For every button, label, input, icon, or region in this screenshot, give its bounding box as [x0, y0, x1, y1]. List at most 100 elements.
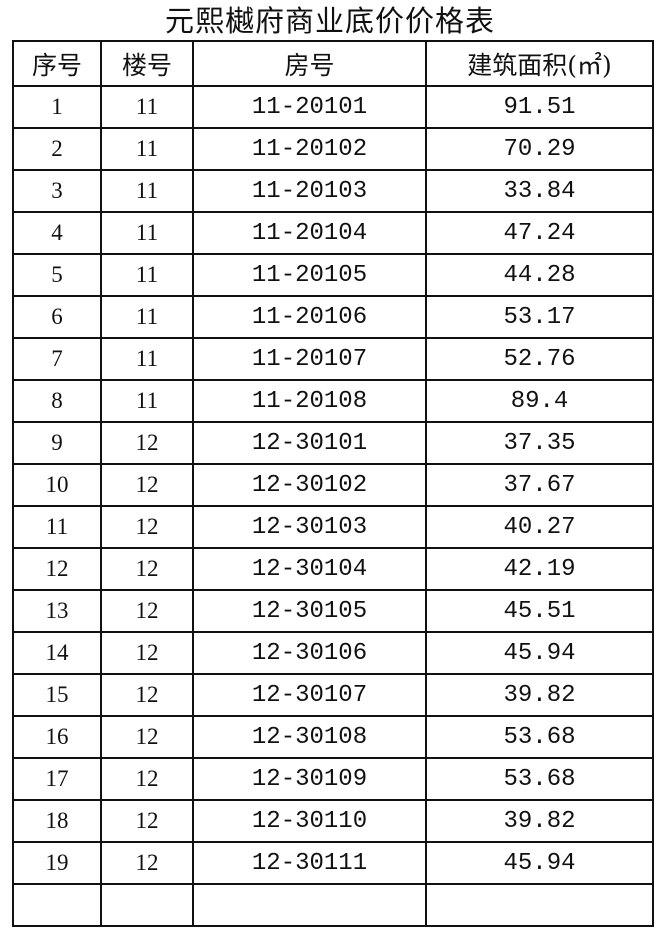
- cell-index: 4: [12, 211, 102, 255]
- cell-index: 6: [12, 295, 102, 339]
- table-row: 7 11 11-20107 52.76: [12, 337, 654, 381]
- table-row: 2 11 11-20102 70.29: [12, 127, 654, 171]
- cell-building: 11: [100, 169, 194, 213]
- cell-area: 91.51: [425, 85, 654, 129]
- header-building: 楼号: [100, 40, 194, 87]
- cell-room: 11-20104: [192, 211, 427, 255]
- cell-building: 11: [100, 337, 194, 381]
- header-area: 建筑面积(㎡): [425, 40, 654, 87]
- cell-area: 37.67: [425, 463, 654, 507]
- cell-index: 14: [12, 631, 102, 675]
- cell-area: 70.29: [425, 127, 654, 171]
- table-row: 14 12 12-30106 45.94: [12, 631, 654, 675]
- table-row: 3 11 11-20103 33.84: [12, 169, 654, 213]
- cell-area: 52.76: [425, 337, 654, 381]
- cell-index: 11: [12, 505, 102, 549]
- page-title: 元熙樾府商业底价价格表: [164, 4, 495, 38]
- cell-building: 11: [100, 379, 194, 423]
- cell-area: 44.28: [425, 253, 654, 297]
- cell-room: 12-30104: [192, 547, 427, 591]
- cell-building: 12: [100, 421, 194, 465]
- cell-index: 18: [12, 799, 102, 843]
- cell-room: 12-30111: [192, 841, 427, 885]
- table-row: 11 12 12-30103 40.27: [12, 505, 654, 549]
- cell-area: 39.82: [425, 673, 654, 717]
- cell-area: 45.94: [425, 841, 654, 885]
- cell-area: 33.84: [425, 169, 654, 213]
- cell-area: 45.51: [425, 589, 654, 633]
- cell-room: 12-30106: [192, 631, 427, 675]
- cell-building: 11: [100, 211, 194, 255]
- table-row: 4 11 11-20104 47.24: [12, 211, 654, 255]
- cell-index: 16: [12, 715, 102, 759]
- cell-index: 9: [12, 421, 102, 465]
- cell-index: 19: [12, 841, 102, 885]
- table-row: 17 12 12-30109 53.68: [12, 757, 654, 801]
- cell-area: 37.35: [425, 421, 654, 465]
- table-row: 15 12 12-30107 39.82: [12, 673, 654, 717]
- cell-area: 47.24: [425, 211, 654, 255]
- cell-index: 15: [12, 673, 102, 717]
- cell-building: 12: [100, 589, 194, 633]
- cell-index: 17: [12, 757, 102, 801]
- table-row: 9 12 12-30101 37.35: [12, 421, 654, 465]
- cell-index: 7: [12, 337, 102, 381]
- cell-room: 11-20105: [192, 253, 427, 297]
- cell-building: 12: [100, 841, 194, 885]
- empty-cell: [192, 883, 427, 927]
- empty-cell: [100, 883, 194, 927]
- cell-room: 11-20106: [192, 295, 427, 339]
- cell-building: 11: [100, 253, 194, 297]
- table-row: 16 12 12-30108 53.68: [12, 715, 654, 759]
- cell-index: 2: [12, 127, 102, 171]
- cell-building: 12: [100, 631, 194, 675]
- cell-area: 39.82: [425, 799, 654, 843]
- table-row: 6 11 11-20106 53.17: [12, 295, 654, 339]
- cell-room: 11-20107: [192, 337, 427, 381]
- table-row-partial: [12, 883, 654, 927]
- table-row: 10 12 12-30102 37.67: [12, 463, 654, 507]
- cell-building: 12: [100, 673, 194, 717]
- empty-cell: [425, 883, 654, 927]
- cell-index: 8: [12, 379, 102, 423]
- cell-index: 1: [12, 85, 102, 129]
- cell-building: 12: [100, 547, 194, 591]
- header-room: 房号: [192, 40, 427, 87]
- cell-building: 11: [100, 127, 194, 171]
- table-row: 12 12 12-30104 42.19: [12, 547, 654, 591]
- cell-area: 53.17: [425, 295, 654, 339]
- cell-area: 45.94: [425, 631, 654, 675]
- cell-index: 12: [12, 547, 102, 591]
- cell-building: 11: [100, 85, 194, 129]
- cell-room: 12-30101: [192, 421, 427, 465]
- empty-cell: [12, 883, 102, 927]
- table-row: 5 11 11-20105 44.28: [12, 253, 654, 297]
- table-row: 1 11 11-20101 91.51: [12, 85, 654, 129]
- cell-room: 12-30110: [192, 799, 427, 843]
- cell-building: 12: [100, 715, 194, 759]
- cell-area: 40.27: [425, 505, 654, 549]
- cell-area: 89.4: [425, 379, 654, 423]
- cell-index: 13: [12, 589, 102, 633]
- cell-area: 42.19: [425, 547, 654, 591]
- cell-room: 12-30109: [192, 757, 427, 801]
- cell-building: 12: [100, 757, 194, 801]
- cell-room: 12-30108: [192, 715, 427, 759]
- cell-index: 5: [12, 253, 102, 297]
- cell-room: 12-30103: [192, 505, 427, 549]
- table-row: 19 12 12-30111 45.94: [12, 841, 654, 885]
- cell-index: 10: [12, 463, 102, 507]
- price-table: 序号 楼号 房号 建筑面积(㎡) 1 11 11-20101 91.51 2 11 11-2…: [12, 40, 654, 927]
- cell-room: 11-20108: [192, 379, 427, 423]
- table-row: 13 12 12-30105 45.51: [12, 589, 654, 633]
- cell-room: 11-20103: [192, 169, 427, 213]
- table-row: 8 11 11-20108 89.4: [12, 379, 654, 423]
- cell-building: 12: [100, 799, 194, 843]
- cell-room: 11-20101: [192, 85, 427, 129]
- header-index: 序号: [12, 40, 102, 87]
- table-row: 18 12 12-30110 39.82: [12, 799, 654, 843]
- cell-room: 12-30107: [192, 673, 427, 717]
- table-header-row: 序号 楼号 房号 建筑面积(㎡): [12, 40, 654, 87]
- cell-room: 12-30105: [192, 589, 427, 633]
- cell-building: 11: [100, 295, 194, 339]
